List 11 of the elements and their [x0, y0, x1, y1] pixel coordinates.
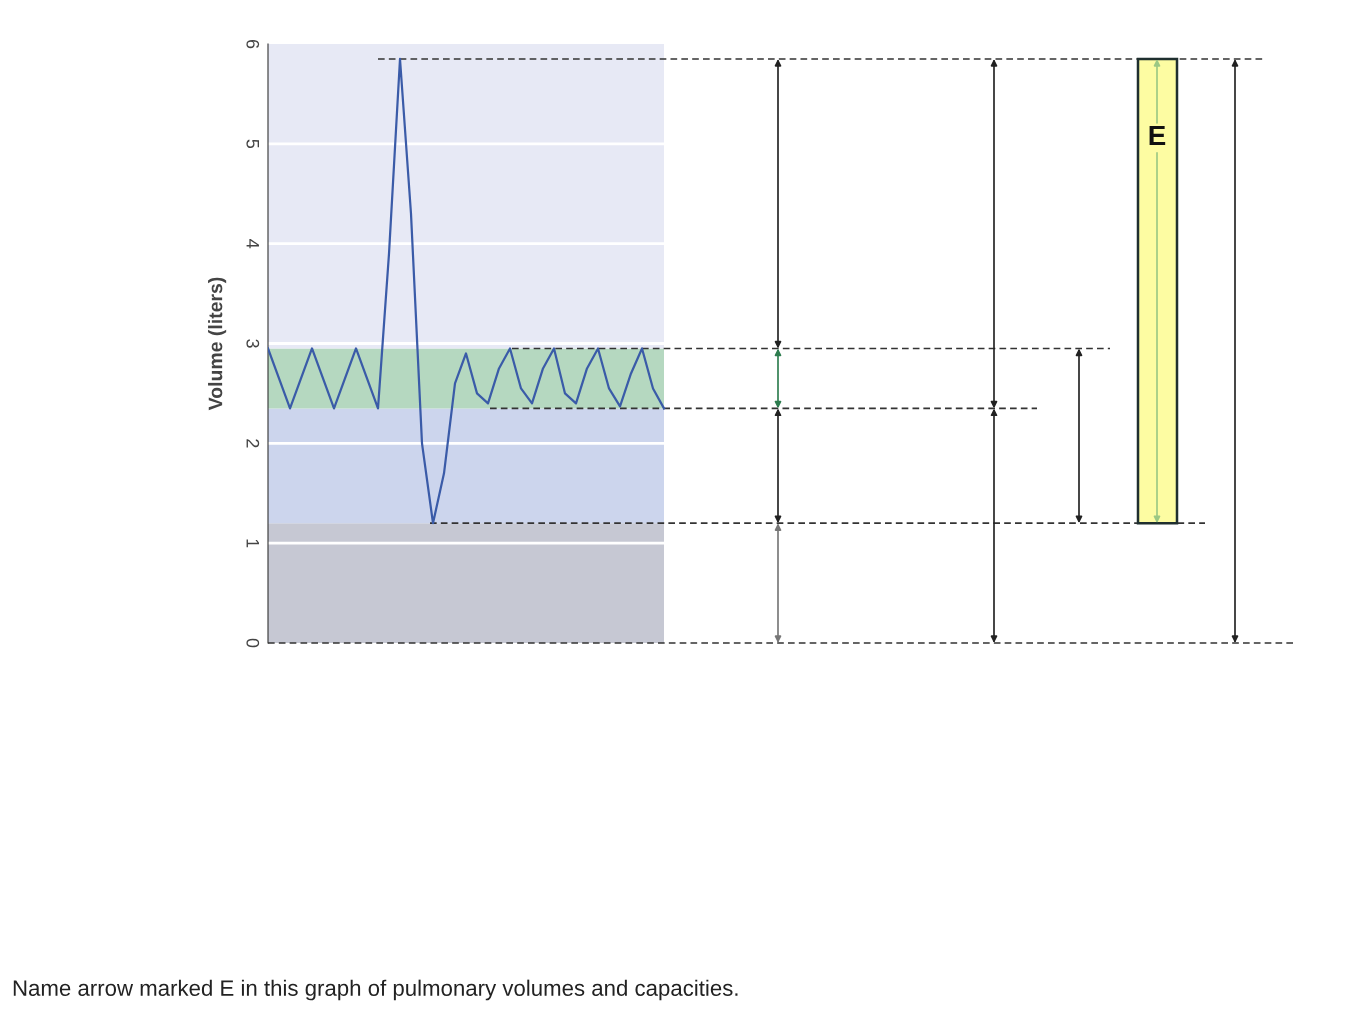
y-axis-title: Volume (liters) [208, 277, 227, 411]
y-tick-label: 5 [246, 139, 259, 149]
text: E [1149, 125, 1166, 146]
y-tick-label: 2 [246, 439, 260, 448]
line-series [268, 57, 666, 525]
y-tick-label: 0 [246, 638, 260, 648]
y-tick-label: 6 [246, 39, 260, 49]
y-tick-label: 3 [246, 339, 260, 348]
text: Name arrow marked E in this graph of pulmonary volumes and capacities. [13, 979, 738, 1001]
y-tick-label: 1 [246, 539, 259, 548]
y-tick-label: 4 [246, 239, 259, 249]
